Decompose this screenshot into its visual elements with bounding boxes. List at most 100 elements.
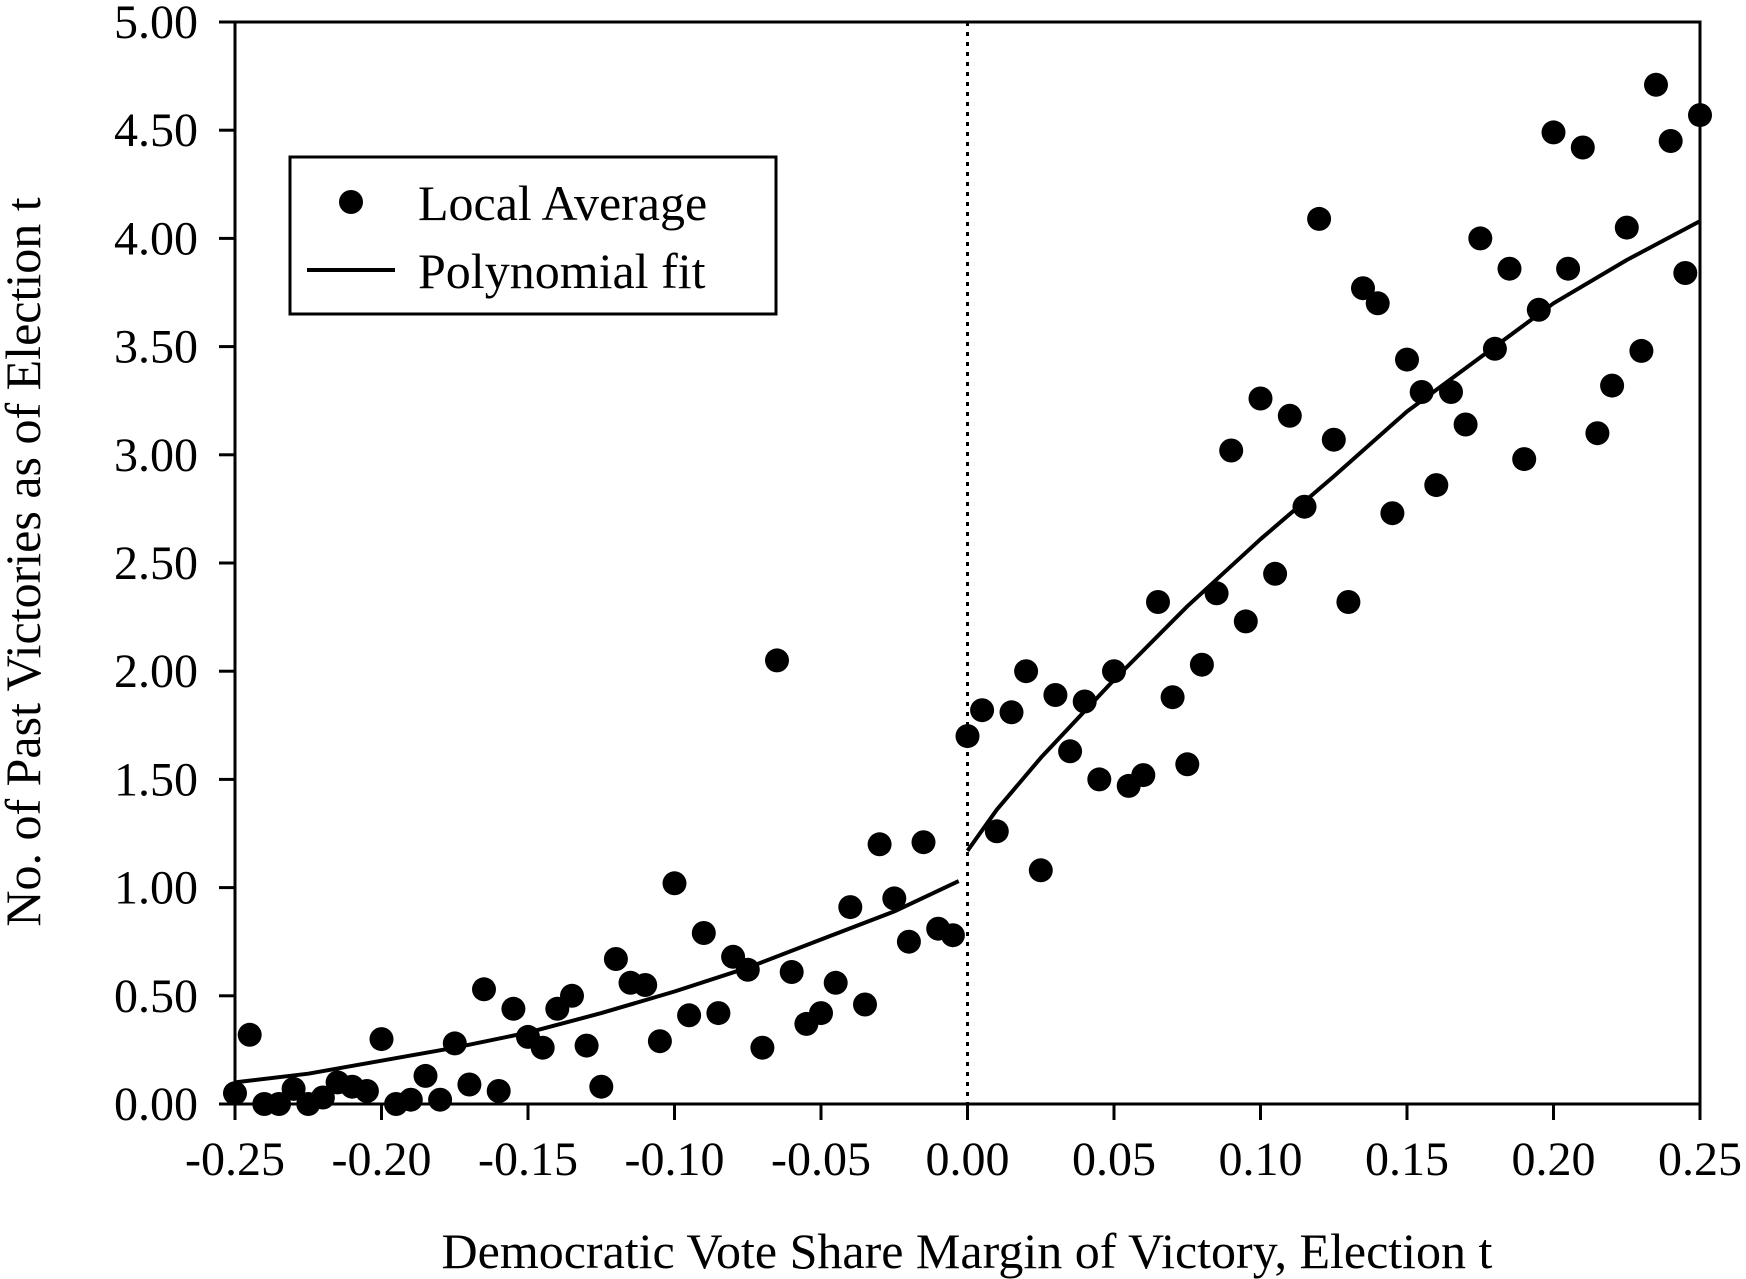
- data-point: [984, 819, 1009, 844]
- x-tick-label: -0.20: [332, 1133, 432, 1186]
- data-point: [735, 957, 760, 982]
- y-tick-label: 5.00: [114, 0, 198, 49]
- data-point: [1102, 659, 1126, 684]
- data-point: [809, 1001, 833, 1026]
- data-point: [1424, 473, 1449, 498]
- data-point: [1556, 256, 1581, 281]
- data-point: [750, 1035, 775, 1060]
- data-point: [574, 1033, 599, 1058]
- data-point: [603, 947, 628, 971]
- data-point: [706, 1001, 731, 1026]
- data-point: [1351, 276, 1375, 301]
- data-point: [1072, 689, 1097, 714]
- data-point: [1614, 215, 1639, 240]
- data-point: [1395, 347, 1419, 372]
- x-axis-title: Democratic Vote Share Margin of Victory,…: [442, 1223, 1493, 1279]
- data-point: [1600, 373, 1625, 398]
- axis-tick-labels: -0.25 -0.20 -0.15 -0.10 -0.05 0.00 0.05 0.10 0.1…: [114, 0, 1742, 1186]
- data-point: [413, 1063, 438, 1088]
- legend: Local Average Polynomial fit: [288, 155, 778, 316]
- data-point: [442, 1031, 467, 1056]
- data-point: [1277, 403, 1302, 428]
- data-point: [765, 648, 789, 673]
- y-tick-label: 4.50: [114, 104, 198, 157]
- y-tick-label: 0.50: [114, 970, 198, 1023]
- legend-box: [288, 155, 778, 316]
- local-average-points: [223, 72, 1712, 1116]
- data-point: [633, 973, 658, 997]
- data-point: [955, 724, 980, 749]
- data-point: [911, 830, 936, 855]
- y-tick-label: 3.00: [114, 429, 198, 482]
- data-point: [589, 1074, 614, 1099]
- data-point: [486, 1079, 511, 1103]
- data-point: [1292, 494, 1317, 519]
- data-point: [647, 1029, 672, 1054]
- data-point: [1263, 561, 1288, 586]
- data-point: [501, 996, 526, 1021]
- data-point: [779, 960, 804, 984]
- y-axis-title: No. of Past Victories as of Election t: [0, 197, 51, 926]
- data-point: [1131, 763, 1156, 788]
- y-tick-label: 2.50: [114, 537, 198, 590]
- data-point: [428, 1087, 453, 1112]
- data-point: [1439, 380, 1463, 404]
- data-point: [1204, 581, 1229, 606]
- data-point: [1233, 609, 1258, 634]
- x-tick-label: 0.25: [1658, 1133, 1742, 1186]
- x-tick-label: 0.15: [1365, 1133, 1449, 1186]
- data-point: [1497, 256, 1522, 281]
- legend-dot-marker: [339, 190, 363, 214]
- y-tick-label: 4.00: [114, 212, 198, 265]
- data-point: [1541, 120, 1566, 145]
- data-point: [970, 698, 995, 723]
- data-point: [940, 923, 965, 948]
- data-point: [1453, 412, 1478, 437]
- data-point: [1658, 129, 1683, 153]
- data-point: [310, 1085, 335, 1110]
- data-point: [1160, 685, 1185, 710]
- data-point: [457, 1072, 482, 1097]
- data-point: [1482, 336, 1507, 361]
- data-point: [823, 970, 848, 995]
- fit-line-left: [234, 879, 960, 1085]
- data-point: [1219, 438, 1244, 463]
- data-point: [1585, 421, 1610, 446]
- x-tick-label: -0.15: [478, 1133, 578, 1186]
- data-point: [354, 1079, 379, 1103]
- data-point: [867, 832, 892, 857]
- data-point: [281, 1076, 306, 1101]
- data-point: [691, 921, 716, 945]
- data-point: [1321, 427, 1346, 452]
- data-point: [1028, 858, 1053, 883]
- data-point: [1307, 206, 1332, 231]
- data-point: [398, 1087, 423, 1112]
- x-tick-label: 0.20: [1512, 1133, 1596, 1186]
- x-tick-label: -0.25: [185, 1133, 285, 1186]
- y-tick-label: 3.50: [114, 321, 198, 374]
- data-point: [223, 1081, 247, 1106]
- data-point: [1365, 291, 1390, 316]
- data-point: [1058, 739, 1083, 764]
- data-point: [369, 1027, 394, 1052]
- data-point: [1146, 590, 1170, 614]
- data-point: [1688, 103, 1712, 128]
- data-point: [896, 929, 921, 954]
- data-point: [1570, 135, 1595, 160]
- data-point: [999, 700, 1024, 725]
- x-tick-label: 0.00: [926, 1133, 1010, 1186]
- data-point: [267, 1092, 291, 1116]
- y-tick-label: 2.00: [114, 645, 198, 698]
- legend-label-polynomial-fit: Polynomial fit: [418, 243, 706, 299]
- data-point: [1043, 683, 1068, 707]
- y-tick-label: 1.50: [114, 753, 198, 806]
- data-point: [677, 1003, 702, 1028]
- data-point: [838, 895, 863, 920]
- data-point: [1409, 380, 1434, 404]
- data-point: [1380, 501, 1405, 526]
- data-point: [1644, 72, 1668, 97]
- legend-label-local-average: Local Average: [418, 175, 707, 231]
- data-point: [853, 992, 877, 1017]
- data-point: [1087, 767, 1112, 792]
